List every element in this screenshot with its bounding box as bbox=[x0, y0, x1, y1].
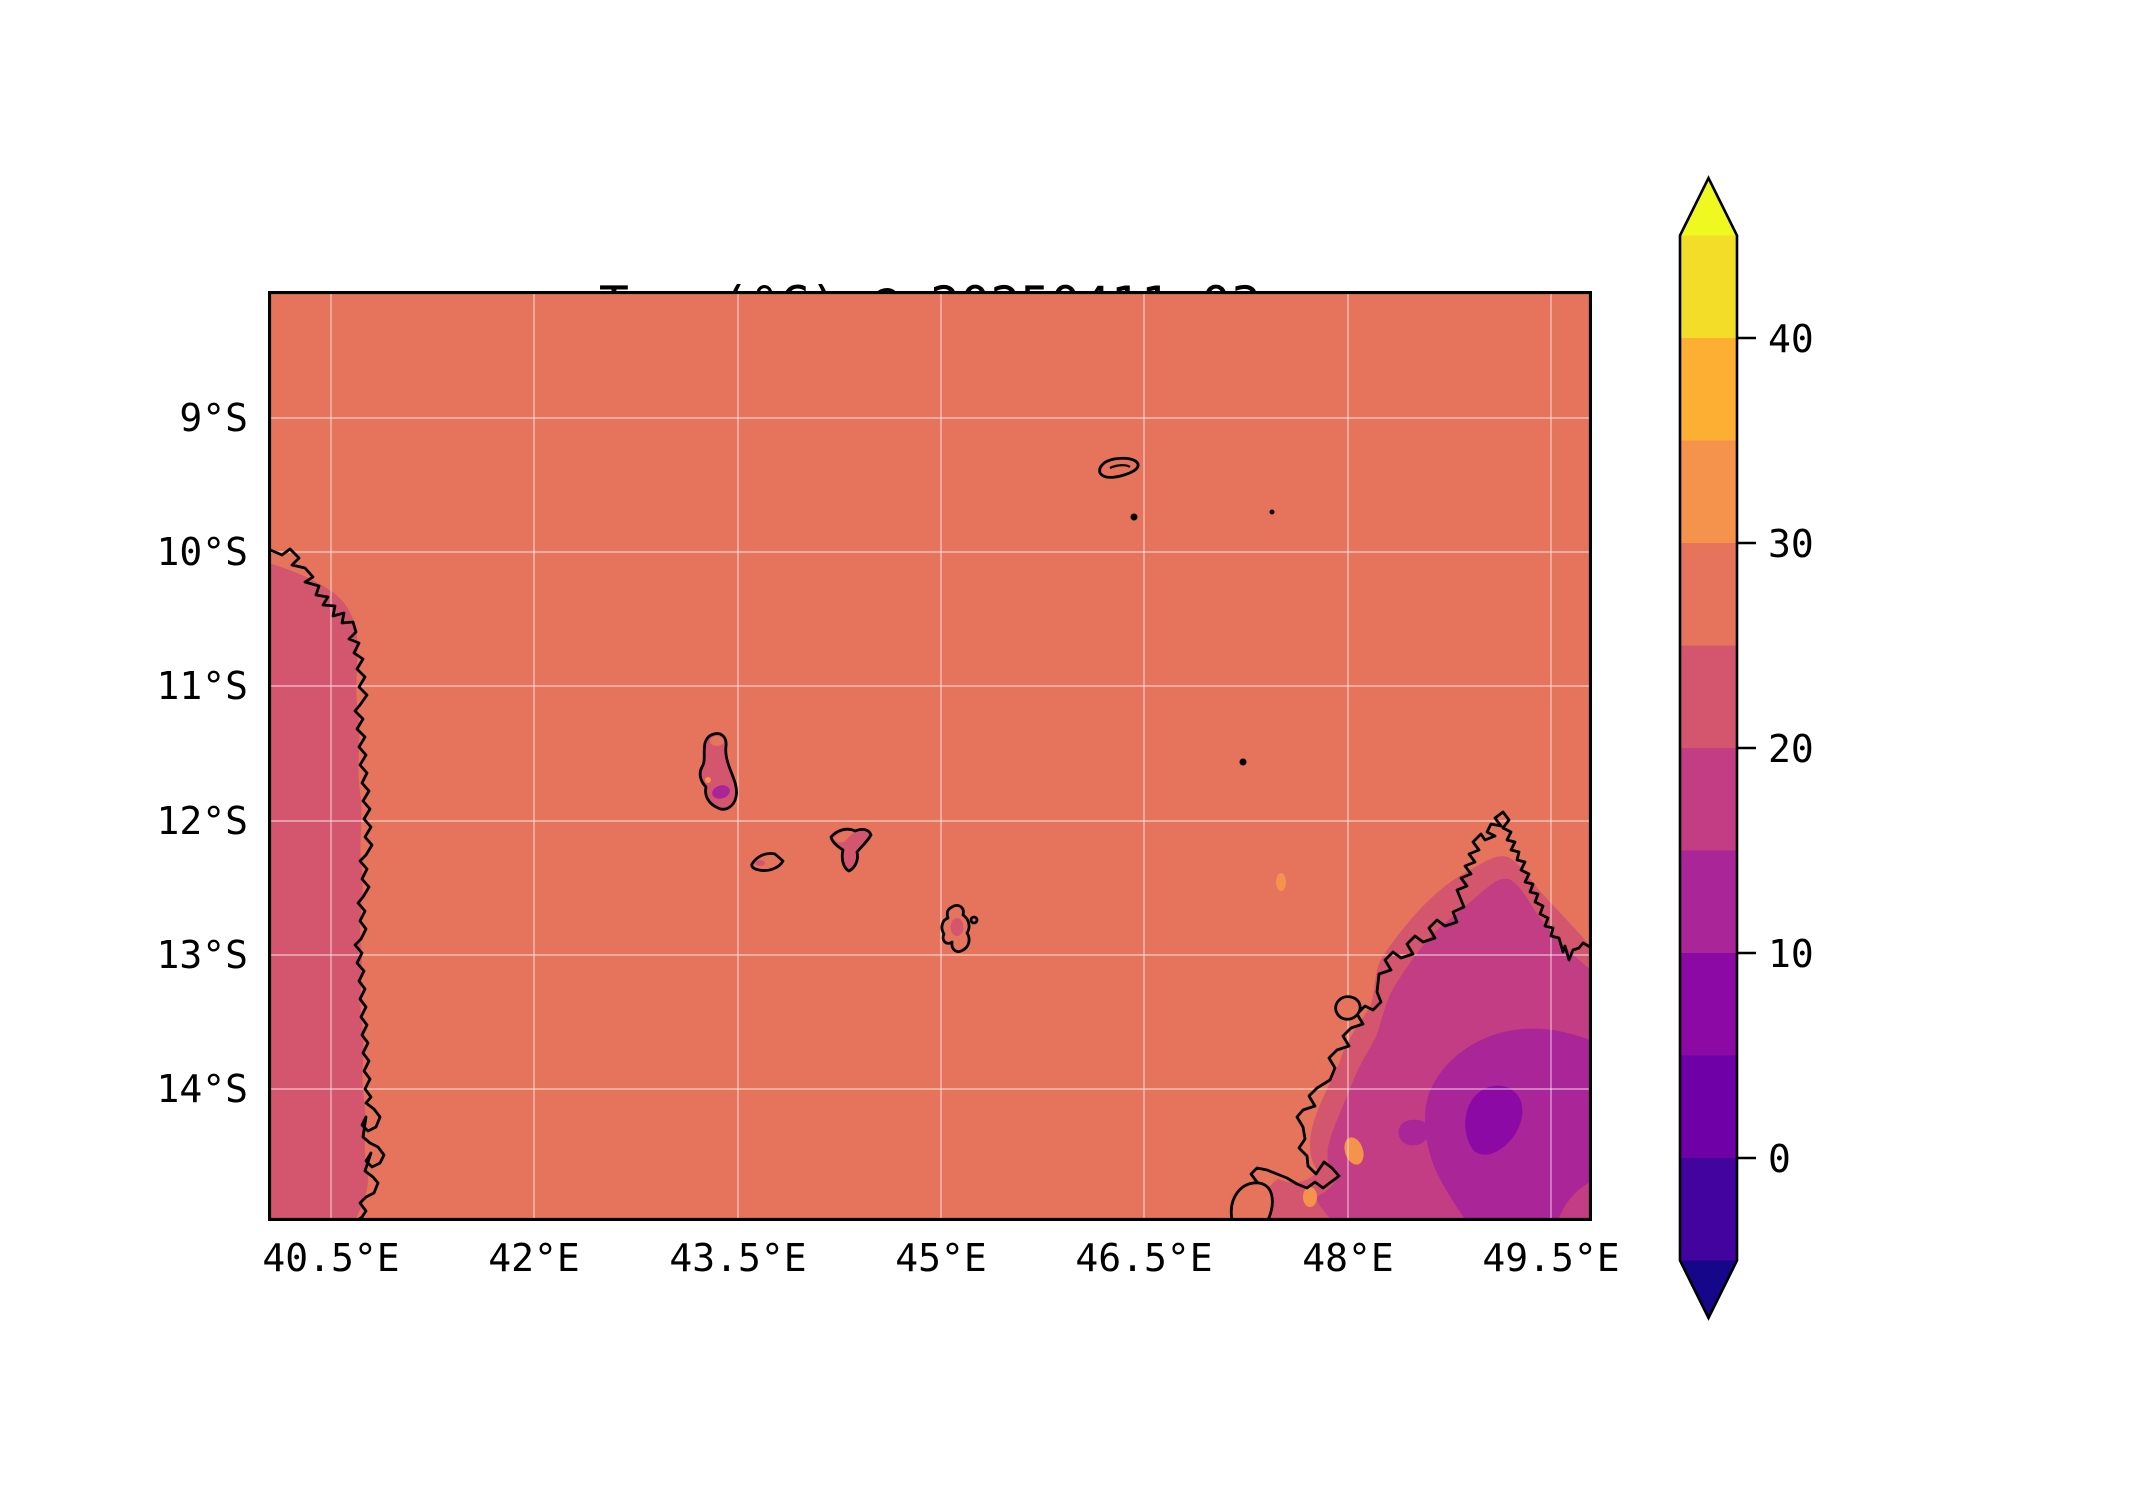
warm-sea-patch bbox=[1276, 873, 1286, 891]
map-canvas bbox=[268, 291, 1592, 1221]
nosy-be-island bbox=[1334, 995, 1362, 1021]
madagascar-warm-coast-patch-2 bbox=[1303, 1187, 1317, 1207]
y-tick-label-5: 14°S bbox=[156, 1067, 248, 1111]
colorbar-band-3 bbox=[1680, 543, 1737, 646]
islet-dot-1 bbox=[1130, 513, 1138, 521]
small-islets bbox=[1130, 509, 1275, 766]
colorbar-band-7 bbox=[1680, 953, 1737, 1056]
madagascar-highland-patch bbox=[1398, 1119, 1430, 1146]
gridlines bbox=[268, 291, 1592, 1221]
x-tick-label-0: 40.5°E bbox=[262, 1236, 400, 1280]
y-tick-label-1: 10°S bbox=[156, 530, 248, 574]
y-tick-label-0: 9°S bbox=[179, 396, 248, 440]
colorbar-tick-label-0: 40 bbox=[1768, 317, 1814, 361]
y-tick-label-4: 13°S bbox=[156, 933, 248, 977]
colorbar: 40 30 20 10 0 bbox=[1678, 175, 1814, 1321]
africa-land-fill bbox=[268, 563, 368, 1221]
madagascar-warm-coast-patch bbox=[1344, 1137, 1364, 1165]
colorbar-over-arrow bbox=[1680, 178, 1737, 236]
map-border bbox=[268, 291, 1592, 1221]
colorbar-tick-label-4: 0 bbox=[1768, 1137, 1791, 1181]
colorbar-tick-label-1: 30 bbox=[1768, 522, 1814, 566]
colorbar-band-2 bbox=[1680, 440, 1737, 543]
colorbar-band-9 bbox=[1680, 1158, 1737, 1261]
glorioso-islet-dot bbox=[1239, 758, 1247, 766]
mayotte-islet bbox=[969, 915, 979, 925]
aldabra-atoll bbox=[1098, 456, 1140, 479]
anjouan-salmon-arm bbox=[833, 830, 854, 843]
x-tick-label-4: 46.5°E bbox=[1075, 1236, 1213, 1280]
colorbar-band-6 bbox=[1680, 850, 1737, 953]
colorbar-tick-label-3: 10 bbox=[1768, 932, 1814, 976]
aldabra-lagoon-line bbox=[1109, 464, 1131, 470]
colorbar-band-1 bbox=[1680, 338, 1737, 441]
y-tick-label-3: 12°S bbox=[156, 799, 248, 843]
colorbar-band-8 bbox=[1680, 1055, 1737, 1158]
colorbar-outline bbox=[1678, 175, 1739, 1321]
y-tick-label-2: 11°S bbox=[156, 664, 248, 708]
grande-comore-purple-patch bbox=[712, 785, 730, 799]
colorbar-tick-marks bbox=[1737, 336, 1756, 1160]
bottom-islet bbox=[1229, 1181, 1274, 1221]
moheli-pink-patch bbox=[755, 860, 765, 866]
colorbar-under-arrow bbox=[1680, 1260, 1737, 1318]
x-tick-label-1: 42°E bbox=[488, 1236, 580, 1280]
island-patches bbox=[705, 736, 964, 936]
moheli-island bbox=[750, 852, 785, 872]
islet-dot-2 bbox=[1269, 509, 1275, 515]
madagascar-peak-fill bbox=[1465, 1085, 1523, 1155]
colorbar-tick-label-2: 20 bbox=[1768, 727, 1814, 771]
colorbar-band-4 bbox=[1680, 645, 1737, 748]
x-tick-label-6: 49.5°E bbox=[1482, 1236, 1620, 1280]
x-tick-label-5: 48°E bbox=[1302, 1236, 1394, 1280]
grande-comore-orange-dot bbox=[705, 777, 711, 783]
africa-coastline bbox=[268, 547, 386, 1221]
x-tick-label-2: 43.5°E bbox=[669, 1236, 807, 1280]
colorbar-band-0 bbox=[1680, 235, 1737, 338]
grande-comore-top-patch bbox=[710, 736, 724, 746]
x-tick-label-3: 45°E bbox=[895, 1236, 987, 1280]
colorbar-band-5 bbox=[1680, 748, 1737, 851]
mayotte-pink-patch bbox=[950, 918, 964, 936]
madagascar-coastline bbox=[1235, 810, 1592, 1221]
